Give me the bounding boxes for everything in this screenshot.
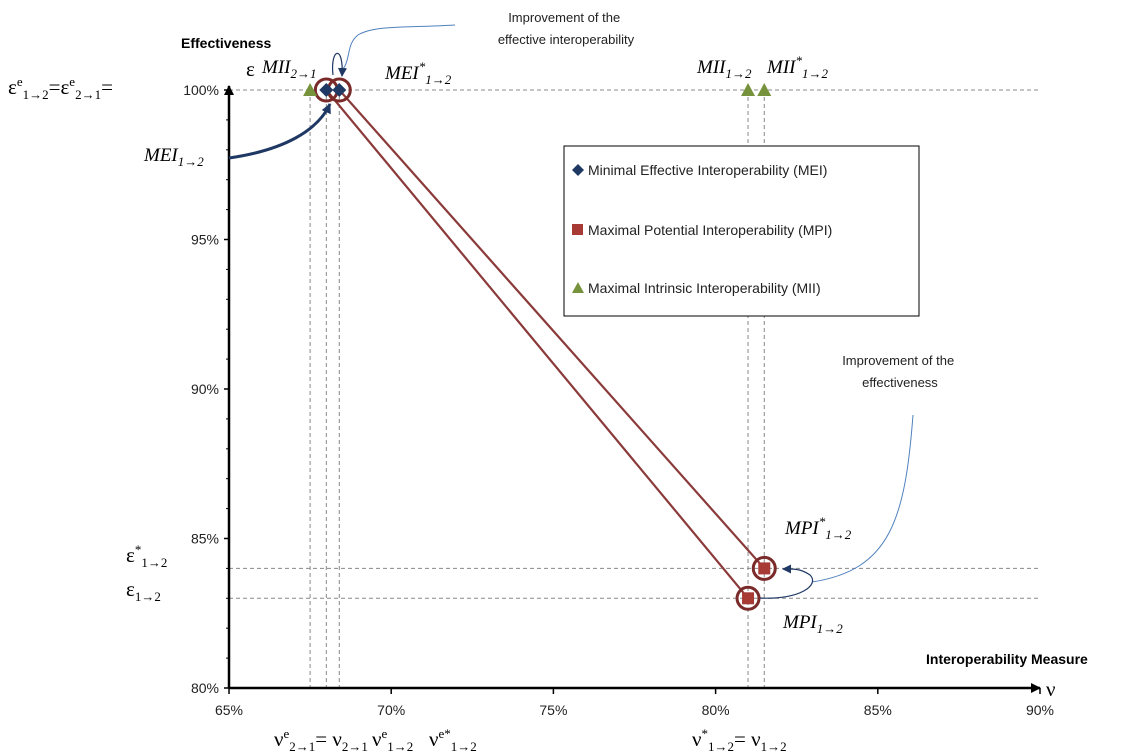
legend-item-mii: Maximal Intrinsic Interoperability (MII) <box>572 280 821 296</box>
label-mei-1-2-star: MEI*1→2 <box>384 59 452 87</box>
y-tick-label: 90% <box>191 381 219 397</box>
square-icon <box>572 224 583 235</box>
x-axis-ticks: 65% 70% 75% 80% 85% 90% <box>215 688 1054 718</box>
connector-lines <box>325 89 766 600</box>
x-tick-label: 85% <box>864 702 892 718</box>
label-mii-1-2-star: MII*1→2 <box>766 53 828 81</box>
interop-improvement-arrow <box>339 24 456 73</box>
x-tick-label: 70% <box>377 702 405 718</box>
interop-loop-arrow <box>331 52 347 77</box>
label-mei-1-2: MEI1→2 <box>143 145 204 169</box>
label-mii-1-2: MII1→2 <box>696 57 752 81</box>
label-mpi-1-2-star: MPI*1→2 <box>784 514 852 542</box>
connector-line <box>325 89 749 600</box>
legend-box <box>563 145 920 317</box>
x-axis-title: Interoperability Measure <box>926 651 1088 667</box>
highlight-circle <box>735 585 761 611</box>
mii-point <box>757 83 772 96</box>
svg-text:Maximal Potential Interoperabi: Maximal Potential Interoperability (MPI) <box>588 222 832 238</box>
y-axis-ticks: 80% 85% 90% 95% 100% <box>183 82 229 696</box>
triangle-icon <box>572 282 584 293</box>
y-tick-label: 85% <box>191 531 219 547</box>
legend-item-mei: Minimal Effective Interoperability (MEI) <box>572 162 827 178</box>
y-axis-title: Effectiveness <box>181 35 271 51</box>
legend: Minimal Effective Interoperability (MEI)… <box>563 145 920 317</box>
effect-loop-arrow <box>759 564 813 599</box>
label-mpi-1-2: MPI1→2 <box>782 612 843 636</box>
mei-point <box>319 83 334 97</box>
mpi-point <box>742 592 755 605</box>
y-tick-label: 100% <box>183 82 219 98</box>
svg-text:Minimal Effective Interoperabi: Minimal Effective Interoperability (MEI) <box>588 162 827 178</box>
interop-improvement-note: Improvement of the effective interoperab… <box>498 10 635 47</box>
effect-improvement-note: Improvement of the effectiveness <box>842 353 958 390</box>
effect-improvement-arrow <box>811 414 914 583</box>
y-axis-symbol: ε <box>246 57 255 81</box>
mii-point <box>303 83 318 96</box>
data-points <box>303 83 772 605</box>
y-tick-label: 80% <box>191 680 219 696</box>
x-tick-label: 90% <box>1026 702 1054 718</box>
legend-item-mpi: Maximal Potential Interoperability (MPI) <box>572 222 832 238</box>
highlight-circle <box>751 555 777 581</box>
eps-top-symbol: εe1→2=εe2→1= <box>8 74 113 102</box>
svg-text:Maximal Intrinsic Interoperabi: Maximal Intrinsic Interoperability (MII) <box>588 280 821 296</box>
x-axis-symbol: ν <box>1046 677 1056 701</box>
mei-point <box>332 83 347 97</box>
mpi-point <box>758 562 771 575</box>
mei-shift-arrow <box>228 103 332 160</box>
y-tick-label: 95% <box>191 232 219 248</box>
mii-point <box>741 83 756 96</box>
label-mii-2-1: MII2→1 <box>261 57 316 81</box>
x-tick-label: 75% <box>539 702 567 718</box>
diamond-icon <box>572 164 584 176</box>
eps-star-symbol: ε*1→2 <box>126 542 167 570</box>
nu-e-star-1-2-symbol: νe*1→2 <box>429 726 477 754</box>
nu-e-1-2-symbol: νe1→2 <box>372 726 413 754</box>
x-tick-label: 65% <box>215 702 243 718</box>
eps-symbol: ε1→2 <box>126 577 161 604</box>
x-tick-label: 80% <box>702 702 730 718</box>
connector-line <box>338 89 766 570</box>
nu-star-symbol: ν*1→2= ν1→2 <box>692 726 787 754</box>
nu-e-2-1-symbol: νe2→1= ν2→1 <box>274 726 368 754</box>
